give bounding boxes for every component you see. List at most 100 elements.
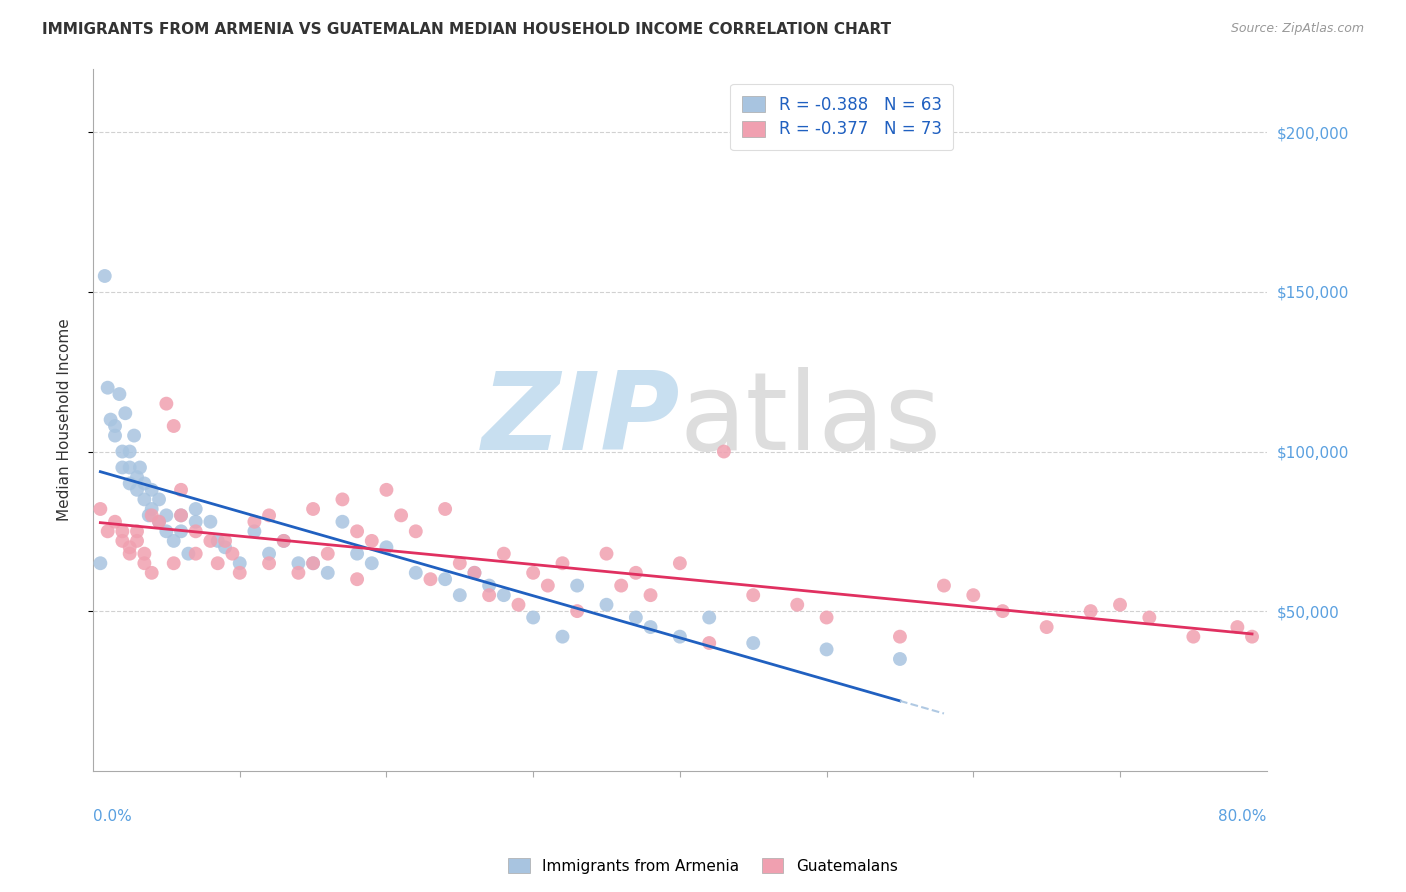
Point [170, 483, 193, 497]
Point [138, 508, 160, 523]
Point [229, 556, 252, 570]
Point [889, 630, 911, 644]
Point [815, 610, 838, 624]
Point [243, 515, 266, 529]
Point [640, 588, 662, 602]
Point [111, 533, 134, 548]
Point [375, 541, 398, 555]
Point [207, 556, 229, 570]
Point [713, 444, 735, 458]
Point [669, 630, 692, 644]
Point [129, 460, 152, 475]
Point [478, 578, 501, 592]
Point [405, 524, 427, 539]
Point [184, 524, 207, 539]
Point [375, 483, 398, 497]
Point [449, 556, 471, 570]
Point [200, 533, 222, 548]
Point [163, 533, 186, 548]
Point [148, 515, 170, 529]
Point [114, 406, 136, 420]
Point [111, 460, 134, 475]
Point [170, 508, 193, 523]
Point [207, 533, 229, 548]
Point [125, 524, 148, 539]
Point [118, 547, 141, 561]
Point [610, 578, 633, 592]
Point [163, 556, 186, 570]
Point [1137, 610, 1160, 624]
Point [141, 502, 163, 516]
Point [184, 502, 207, 516]
Point [134, 556, 156, 570]
Point [125, 533, 148, 548]
Point [118, 476, 141, 491]
Point [104, 515, 127, 529]
Point [141, 566, 163, 580]
Point [567, 604, 589, 618]
Point [346, 547, 368, 561]
Point [962, 588, 984, 602]
Point [360, 533, 382, 548]
Point [742, 636, 765, 650]
Point [346, 572, 368, 586]
Point [155, 508, 177, 523]
Point [492, 588, 515, 602]
Text: atlas: atlas [681, 367, 942, 473]
Point [332, 515, 354, 529]
Point [624, 610, 647, 624]
Point [257, 547, 280, 561]
Point [257, 556, 280, 570]
Point [134, 476, 156, 491]
Point [316, 547, 339, 561]
Point [134, 492, 156, 507]
Point [595, 598, 617, 612]
Point [567, 578, 589, 592]
Point [742, 588, 765, 602]
Point [624, 566, 647, 580]
Point [287, 556, 309, 570]
Point [134, 547, 156, 561]
Point [243, 524, 266, 539]
Point [346, 524, 368, 539]
Point [118, 444, 141, 458]
Point [522, 566, 544, 580]
Point [118, 460, 141, 475]
Point [273, 533, 295, 548]
Point [125, 483, 148, 497]
Point [932, 578, 955, 592]
Point [419, 572, 441, 586]
Point [104, 419, 127, 434]
Text: 80.0%: 80.0% [1219, 809, 1267, 824]
Point [214, 533, 236, 548]
Point [640, 620, 662, 634]
Point [478, 588, 501, 602]
Point [1241, 630, 1264, 644]
Point [97, 524, 120, 539]
Point [118, 541, 141, 555]
Point [200, 515, 222, 529]
Text: Source: ZipAtlas.com: Source: ZipAtlas.com [1230, 22, 1364, 36]
Point [463, 566, 485, 580]
Point [405, 566, 427, 580]
Point [1109, 598, 1132, 612]
Point [111, 444, 134, 458]
Point [287, 566, 309, 580]
Point [148, 515, 170, 529]
Point [537, 578, 560, 592]
Point [111, 524, 134, 539]
Point [214, 541, 236, 555]
Point [332, 492, 354, 507]
Point [697, 636, 720, 650]
Point [170, 508, 193, 523]
Point [100, 412, 122, 426]
Text: 0.0%: 0.0% [93, 809, 132, 824]
Point [94, 268, 117, 283]
Point [141, 508, 163, 523]
Point [1080, 604, 1102, 618]
Point [163, 419, 186, 434]
Point [89, 556, 111, 570]
Point [389, 508, 412, 523]
Point [257, 508, 280, 523]
Point [434, 502, 457, 516]
